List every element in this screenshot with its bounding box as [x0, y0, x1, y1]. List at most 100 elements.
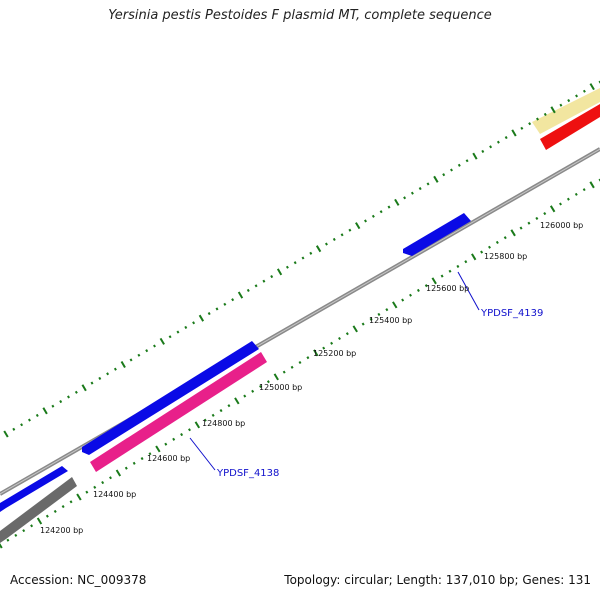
scale-label: 125600 bp [426, 284, 469, 293]
outer-tick [207, 312, 211, 316]
gene-feature-yellow[interactable] [532, 88, 600, 134]
outer-tick [582, 89, 586, 93]
inner-tick [164, 442, 168, 446]
outer-tick [364, 219, 367, 223]
gene-feature-pink[interactable] [90, 352, 267, 472]
outer-tick [51, 404, 55, 408]
gene-feature-blue[interactable] [403, 213, 471, 256]
inner-tick [385, 308, 389, 312]
inner-tick [6, 538, 10, 542]
gene-label-ypdsf-4139[interactable]: YPDSF_4139 [480, 308, 543, 319]
inner-tick [101, 480, 105, 485]
outer-tick [81, 384, 87, 392]
inner-tick [345, 332, 349, 336]
inner-tick [306, 356, 310, 360]
gene-label-connector [189, 437, 216, 471]
outer-tick [215, 307, 219, 311]
scale-label: 124800 bp [202, 419, 245, 428]
outer-tick [559, 103, 563, 107]
outer-tick [137, 353, 141, 357]
inner-tick [290, 365, 294, 369]
gene-label-ypdsf-4138[interactable]: YPDSF_4138 [216, 468, 279, 479]
inner-tick [203, 418, 207, 422]
inner-tick [574, 192, 578, 196]
outer-tick [129, 358, 133, 362]
outer-tick [472, 152, 478, 160]
scale-label: 124400 bp [93, 490, 136, 499]
scale-label: 124200 bp [40, 526, 83, 535]
inner-tick [14, 533, 18, 537]
scale-label: 125000 bp [259, 383, 302, 392]
outer-tick [59, 400, 63, 404]
inner-tick [266, 380, 270, 384]
inner-tick [409, 293, 412, 297]
outer-tick [387, 205, 391, 209]
outer-tick [237, 291, 244, 299]
outer-tick [355, 222, 361, 230]
outer-tick [74, 390, 78, 394]
gene-feature-red[interactable] [540, 104, 600, 150]
scale-label: 126000 bp [540, 221, 583, 230]
inner-tick [535, 216, 539, 220]
inner-tick [180, 433, 184, 437]
inner-tick [480, 250, 484, 254]
outer-tick [231, 298, 235, 302]
gene-label-connector [457, 271, 480, 311]
outer-tick [309, 251, 313, 255]
outer-tick [90, 381, 94, 385]
outer-tick [293, 261, 297, 265]
outer-tick [285, 265, 289, 269]
outer-tick [496, 140, 500, 144]
outer-tick [145, 349, 149, 353]
inner-tick [566, 197, 570, 201]
outer-tick [315, 245, 322, 253]
outer-tick [159, 337, 165, 345]
outer-tick [511, 129, 517, 137]
outer-tick [450, 168, 453, 172]
outer-tick [301, 256, 305, 260]
outer-tick [442, 173, 446, 177]
inner-tick [527, 221, 531, 225]
outer-tick [98, 376, 102, 380]
outer-tick [567, 99, 571, 103]
inner-tick [140, 457, 144, 461]
inner-tick [273, 373, 279, 381]
outer-tick [198, 314, 205, 322]
inner-tick [61, 505, 65, 509]
scale-label: 124600 bp [147, 454, 190, 463]
inner-tick [93, 485, 97, 489]
inner-tick [69, 500, 73, 504]
inner-tick [559, 202, 562, 206]
gene-feature-blue[interactable] [82, 341, 259, 455]
scale-label: 125200 bp [313, 349, 356, 358]
outer-tick [371, 214, 375, 218]
outer-tick [3, 430, 9, 438]
gene-feature-gray[interactable] [0, 477, 77, 543]
inner-tick [148, 452, 152, 456]
inner-tick [132, 461, 136, 465]
inner-tick [589, 181, 595, 189]
outer-tick [403, 196, 407, 200]
outer-tick [246, 288, 250, 292]
outer-tick [418, 187, 422, 191]
inner-tick [519, 226, 523, 230]
inner-tick [53, 509, 57, 513]
inner-tick [549, 205, 556, 213]
inner-tick [45, 514, 49, 518]
outer-tick [120, 360, 126, 369]
inner-tick [188, 428, 191, 432]
outer-tick [575, 94, 579, 98]
outer-tick [332, 237, 336, 241]
inner-tick [22, 529, 26, 533]
outer-tick [426, 182, 430, 186]
inner-tick [251, 389, 255, 393]
outer-tick [481, 149, 485, 153]
inner-tick [243, 394, 247, 398]
outer-tick [394, 198, 400, 206]
inner-tick [416, 288, 420, 292]
outer-tick [465, 159, 469, 163]
inner-tick [85, 490, 89, 494]
inner-tick [510, 229, 516, 237]
gene-feature-blue[interactable] [0, 466, 68, 512]
outer-tick [192, 321, 196, 325]
